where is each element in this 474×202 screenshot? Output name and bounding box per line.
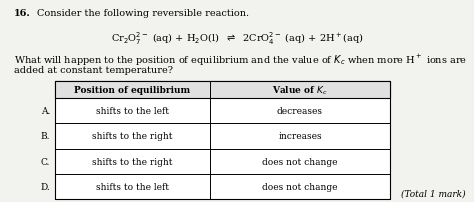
Text: C.: C. xyxy=(41,157,50,166)
Text: decreases: decreases xyxy=(277,107,323,116)
Text: What will happen to the position of equilibrium and the value of $K_c$ when more: What will happen to the position of equi… xyxy=(14,53,467,68)
Text: Value of $K_c$: Value of $K_c$ xyxy=(272,84,328,96)
Text: B.: B. xyxy=(40,132,50,141)
Text: increases: increases xyxy=(278,132,322,141)
Text: shifts to the right: shifts to the right xyxy=(92,157,173,166)
Text: (Total 1 mark): (Total 1 mark) xyxy=(401,189,466,198)
Bar xyxy=(55,82,390,99)
Text: shifts to the left: shifts to the left xyxy=(96,107,169,116)
Text: shifts to the left: shifts to the left xyxy=(96,182,169,191)
Text: Cr$_2$O$_7^{2-}$ (aq) + H$_2$O(l)  $\rightleftharpoons$  2CrO$_4^{2-}$ (aq) + 2H: Cr$_2$O$_7^{2-}$ (aq) + H$_2$O(l) $\righ… xyxy=(111,30,363,47)
Text: A.: A. xyxy=(41,107,50,116)
Text: Consider the following reversible reaction.: Consider the following reversible reacti… xyxy=(37,9,249,18)
Bar xyxy=(55,82,390,199)
Text: shifts to the right: shifts to the right xyxy=(92,132,173,141)
Text: Position of equilibrium: Position of equilibrium xyxy=(74,86,191,95)
Text: added at constant temperature?: added at constant temperature? xyxy=(14,66,173,75)
Text: does not change: does not change xyxy=(262,157,338,166)
Text: 16.: 16. xyxy=(14,9,31,18)
Text: D.: D. xyxy=(40,182,50,191)
Text: does not change: does not change xyxy=(262,182,338,191)
